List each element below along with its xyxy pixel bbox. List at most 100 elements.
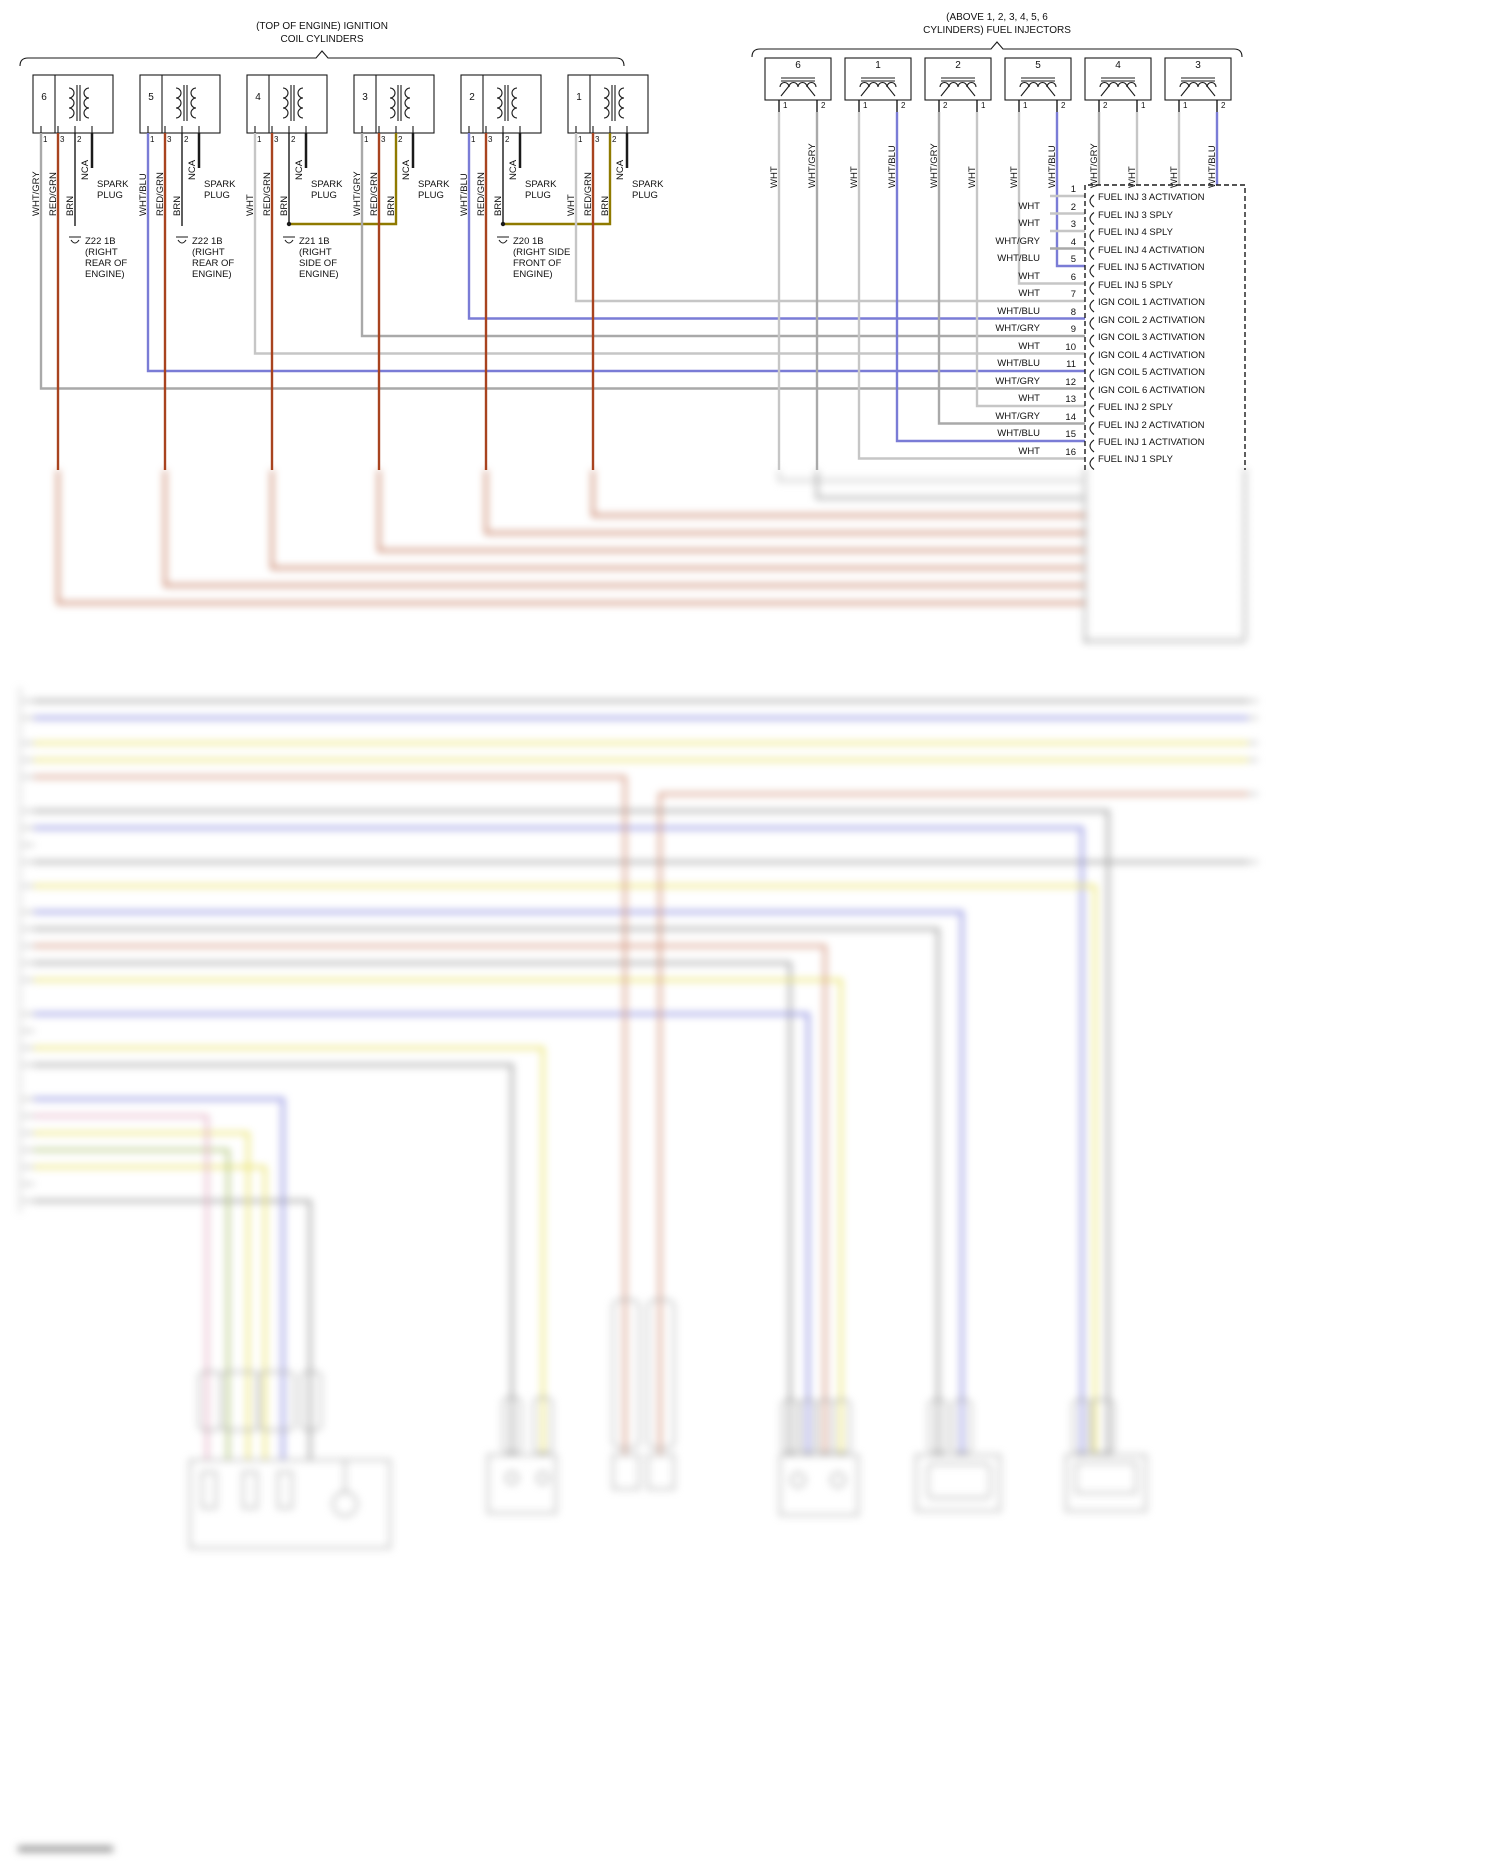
injector-pin-number: 2 [1061, 101, 1066, 110]
injector-wire-label: WHT/BLU [1047, 145, 1058, 188]
ground-location: (RIGHT REAR OF ENGINE) [192, 247, 235, 281]
coil-pin-number: 2 [184, 135, 189, 144]
injector-pin-number: 2 [943, 101, 948, 110]
ignition-coil-6-symbol [32, 74, 114, 134]
injector-pin-number: 1 [783, 101, 788, 110]
coil-pin-number: 3 [60, 135, 65, 144]
coil-wire-label: BRN [386, 195, 397, 216]
injector-pin-number: 2 [821, 101, 826, 110]
injector-wire-label: WHT [967, 166, 978, 188]
inj6-wht-wire-lower [777, 470, 1085, 482]
connector-pin-label: FUEL INJ 1 ACTIVATION [1098, 437, 1205, 448]
coil-nca-label: NCA [615, 159, 626, 180]
injectors-brace [751, 41, 1243, 58]
spark-plug-label: SPARK PLUG [311, 179, 343, 202]
fuel-injector-5-symbol [1004, 57, 1072, 112]
coil-pin-number: 1 [257, 135, 262, 144]
injector-wire-label: WHT/GRY [1089, 143, 1100, 188]
coil-pin-number: 1 [578, 135, 583, 144]
connector-wire-label: WHT/BLU [997, 428, 1040, 439]
connector-pin-label: FUEL INJ 2 ACTIVATION [1098, 419, 1205, 431]
connector-pin-number: 7 [1070, 289, 1076, 300]
connector-wire-label: WHT [1018, 218, 1040, 229]
ground-location: (RIGHT REAR OF ENGINE) [85, 247, 128, 281]
connector-wire-label: WHT [1018, 200, 1040, 212]
connector-pin-label: IGN COIL 6 ACTIVATION [1098, 384, 1205, 396]
coil-wire-label: BRN [65, 195, 76, 216]
connector-pin-label: IGN COIL 1 ACTIVATION [1098, 297, 1205, 308]
coil5-activation-wire [146, 133, 1085, 373]
component-b [487, 1397, 557, 1514]
connector-pin-number: 13 [1065, 394, 1076, 405]
coil-number: 5 [148, 92, 154, 103]
pin-bracket-glyphs [1089, 194, 1095, 470]
coil-number: 4 [255, 92, 261, 103]
injectors-section-title-line2: CYLINDERS) FUEL INJECTORS [923, 25, 1071, 36]
injector-pin-number: 1 [1023, 101, 1028, 110]
inj1-wht-wire [857, 112, 1085, 460]
coil-wire-label: BRN [279, 195, 290, 216]
coil-pin-number: 1 [471, 135, 476, 144]
coil-wire-label: RED/GRN [48, 172, 59, 216]
component-d [779, 1399, 859, 1516]
coil-wire-label: RED/GRN [476, 172, 487, 216]
connector-wire-label: WHT [1018, 340, 1040, 352]
ignition-coil-1-symbol [567, 74, 649, 134]
connector-pin-number: 1 [1070, 184, 1076, 195]
ground-junction-dot-1 [286, 221, 292, 227]
connector-pin-label: FUEL INJ 5 ACTIVATION [1098, 262, 1205, 273]
injector-pin-number: 1 [1183, 101, 1188, 110]
connector-pin-number: 12 [1065, 376, 1076, 388]
coil-pin-number: 1 [364, 135, 369, 144]
injector-wire-label: WHT/GRY [929, 143, 940, 188]
component-e [915, 1399, 1001, 1512]
connector-pin-label: FUEL INJ 4 SPLY [1098, 227, 1173, 238]
inj5-wht-wire [1017, 112, 1085, 285]
coil-pin-number: 2 [291, 135, 296, 144]
red-grn-wires-lower [56, 470, 1085, 605]
watermark-blob [18, 1846, 113, 1852]
coil-number: 1 [576, 92, 582, 103]
connector-pin-number: 8 [1070, 306, 1076, 318]
coil-wire-label: WHT/GRY [352, 171, 363, 216]
coil-pin-number: 3 [595, 135, 600, 144]
injector-wire-label: WHT [769, 166, 780, 188]
coil-pin-number: 1 [150, 135, 155, 144]
connector-pin-number: 2 [1070, 201, 1076, 213]
connector-pin-number: 6 [1070, 271, 1076, 283]
spark-plug-label: SPARK PLUG [525, 179, 557, 202]
connector-wire-label: WHT/GRY [995, 235, 1040, 247]
injector-wire-label: WHT [1127, 166, 1138, 188]
coil1-activation-wire [574, 133, 1085, 303]
injector-wire-label: WHT/BLU [887, 145, 898, 188]
coil-pin-number: 2 [77, 135, 82, 144]
connector-pin-label: IGN COIL 2 ACTIVATION [1098, 314, 1205, 326]
component-f [1065, 1399, 1147, 1512]
ground-id: Z22 1B [192, 236, 223, 247]
ignition-coil-4-symbol [246, 74, 328, 134]
connector-wire-label: WHT [1018, 270, 1040, 282]
coil-wire-label: WHT [245, 194, 256, 216]
coil-nca-label: NCA [294, 159, 305, 180]
harness-gray-lines [34, 699, 1248, 1460]
coil-wire-label: RED/GRN [369, 172, 380, 216]
connector-pin-label: IGN COIL 4 ACTIVATION [1098, 349, 1205, 361]
injector-number: 4 [1115, 60, 1121, 71]
connector-wire-label: WHT/BLU [997, 358, 1040, 369]
injector-number: 5 [1035, 60, 1041, 71]
coil4-activation-wire [253, 133, 1085, 355]
injectors-section-title-line1: (ABOVE 1, 2, 3, 4, 5, 6 [946, 12, 1048, 23]
connector-pin-number: 10 [1065, 341, 1076, 353]
inj6-whtgry-wire-lower [815, 470, 1085, 500]
coil-pin-number: 3 [488, 135, 493, 144]
coil-pin-number: 2 [398, 135, 403, 144]
ground-symbols [69, 236, 509, 244]
connector-pin-number: 5 [1070, 254, 1076, 265]
injector-number: 1 [875, 60, 881, 71]
connector-wire-label: WHT/BLU [997, 305, 1040, 317]
coil-wire-label: BRN [600, 195, 611, 216]
